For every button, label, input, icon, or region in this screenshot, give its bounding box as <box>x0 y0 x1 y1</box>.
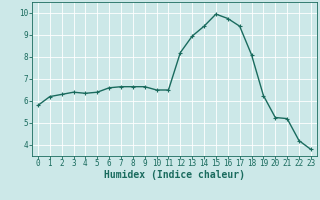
X-axis label: Humidex (Indice chaleur): Humidex (Indice chaleur) <box>104 170 245 180</box>
